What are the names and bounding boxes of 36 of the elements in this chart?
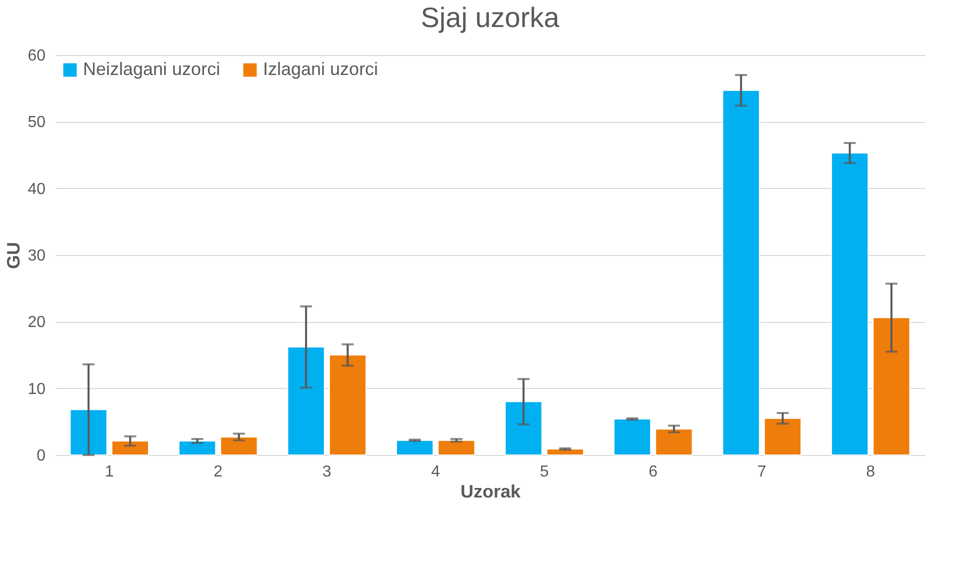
bar xyxy=(70,409,108,456)
bar xyxy=(872,317,910,456)
bar xyxy=(830,152,869,456)
y-tick-label: 40 xyxy=(28,180,46,198)
x-tick-label: 2 xyxy=(214,464,223,480)
bar xyxy=(613,418,652,456)
bar xyxy=(328,354,367,456)
x-tick-label: 3 xyxy=(322,464,332,480)
x-tick-label: 7 xyxy=(757,464,766,480)
y-tick-label: 60 xyxy=(28,48,46,64)
legend-label: Izlagani uzorci xyxy=(263,59,378,79)
y-tick-label: 10 xyxy=(28,380,46,398)
bar xyxy=(220,436,258,456)
y-tick-label: 20 xyxy=(28,314,46,332)
x-tick-label: 1 xyxy=(104,464,114,480)
x-tick-label: 8 xyxy=(866,464,876,480)
y-tick-label: 30 xyxy=(28,248,46,264)
bar xyxy=(722,90,760,456)
bar xyxy=(396,440,434,456)
y-tick-label: 0 xyxy=(36,448,46,464)
bar xyxy=(178,440,216,456)
bar xyxy=(546,448,584,456)
x-tick-label: 4 xyxy=(431,464,440,480)
bar xyxy=(504,401,542,456)
x-axis-title: Uzorak xyxy=(460,482,522,502)
x-tick-label: 5 xyxy=(540,464,549,480)
bar xyxy=(438,440,476,456)
bar xyxy=(764,418,802,456)
legend-label: Neizlagani uzorci xyxy=(83,59,220,79)
bar xyxy=(111,440,150,456)
y-axis-title: GU xyxy=(4,242,24,269)
x-tick-label: 6 xyxy=(648,464,658,480)
bar xyxy=(287,346,325,456)
y-tick-label: 50 xyxy=(28,114,46,132)
chart-title: Sjaj uzorka xyxy=(420,2,560,33)
bar xyxy=(655,428,693,456)
